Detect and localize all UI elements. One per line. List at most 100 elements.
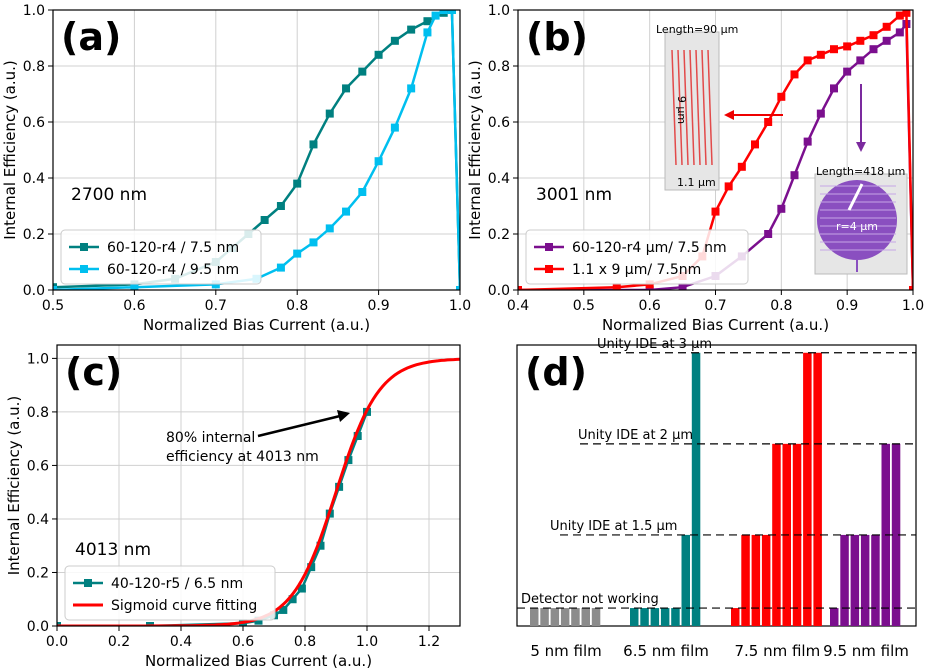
annotation-arrow-head [337,410,350,422]
data-point [777,204,786,213]
y-tick-label: 0.6 [488,115,510,131]
legend-entry: 60-120-r4 µm/ 7.5 nm [572,240,727,256]
reference-label: Detector not working [521,592,659,607]
x-axis-label: Normalized Bias Current (a.u.) [143,316,370,334]
bar [830,608,839,626]
bar [671,608,680,626]
inset-meander: Length=90 µm 9 µm 1.1 µm [656,23,783,191]
meander-wire [695,49,701,166]
legend-box [60,229,262,285]
y-tick-label: 0.6 [23,115,45,131]
data-point [803,137,812,146]
y-tick-label: 0.0 [27,619,49,635]
data-point [751,140,759,149]
data-point [856,36,865,45]
x-tick-label: 0.9 [836,298,858,314]
x-tick-label: 0.6 [639,298,661,314]
axes-frame [516,344,917,627]
bar-group-1 [630,352,701,626]
data-point [830,84,838,93]
data-point [612,283,621,290]
bar [761,534,771,626]
data-point [518,286,522,290]
data-point [130,283,139,290]
group-label: 7.5 nm film [734,642,820,660]
wavelength-label: 2700 nm [71,185,147,205]
data-point [678,283,687,290]
bar [741,534,750,626]
y-axis-label: Internal Efficiency (a.u.) [1,60,19,240]
bar [850,534,860,626]
data-point [790,171,799,180]
bar [650,608,660,626]
y-tick-label: 0.8 [23,59,45,75]
inset-arrow-purple-head [856,142,866,152]
x-tick-label: 0.8 [286,298,308,314]
y-axis-label: Internal Efficiency (a.u.) [5,396,23,576]
meander-wire [707,49,713,166]
legend-entry: 1.1 x 9 µm/ 7.5nm [572,262,701,278]
data-point [374,157,383,166]
x-tick-label: 1.0 [356,634,378,650]
y-tick-label: 0.6 [27,458,49,474]
data-point [764,118,773,126]
bar [772,443,781,626]
bar [591,608,601,626]
legend-swatch-marker [80,243,88,251]
reference-label: Unity IDE at 3 µm [597,337,712,352]
x-tick-label: 1.2 [418,634,440,650]
spiral-radius [847,183,864,211]
y-axis-label: Internal Efficiency (a.u.) [466,60,484,240]
data-point [902,10,911,17]
meander-wire [701,49,707,166]
bar [530,608,539,626]
data-point [309,140,318,149]
x-tick-label: 0.4 [507,298,529,314]
data-point [254,616,263,625]
group-label: 6.5 nm film [623,642,709,660]
x-tick-label: 0.8 [294,634,316,650]
legend: 60-120-r4 µm/ 7.5 nm 1.1 x 9 µm/ 7.5nm [525,229,749,285]
y-tick-label: 0.0 [488,283,510,299]
meander-wire [683,49,689,166]
data-point [737,162,746,171]
data-point [390,36,399,45]
data-point [316,541,325,550]
inset-height-label: 9 µm [675,96,688,124]
arrow-note-line-2: efficiency at 4013 nm [166,449,319,465]
data-point [909,286,913,290]
y-tick-label: 0.8 [27,405,49,421]
data-point [288,595,297,604]
data-point [423,28,432,37]
data-point [790,70,799,79]
axes-frame [52,9,461,291]
inset-length-label: Length=90 µm [656,23,738,36]
legend-swatch-marker [545,243,553,251]
x-tick-label: 0.0 [46,634,68,650]
data-point [816,50,825,59]
data-point [803,56,812,65]
y-tick-label: 1.0 [488,3,510,19]
x-tick-label: 0.6 [123,298,145,314]
wavelength-label: 4013 nm [75,540,151,560]
x-tick-label: 0.8 [770,298,792,314]
data-point [407,84,416,93]
bar [803,352,812,626]
reference-label: Unity IDE at 1.5 µm [550,519,677,534]
bar-group-2 [731,352,822,626]
data-point [895,11,904,20]
data-point [407,25,416,34]
bar [891,443,901,626]
data-point [325,224,334,233]
annotation-arrow [257,414,341,438]
data-point [856,56,865,65]
data-point [325,109,334,118]
legend-swatch-marker [84,579,92,587]
legend-entry: 60-120-r4 / 9.5 nm [107,262,239,278]
legend-swatch-marker [80,265,88,273]
bar [751,534,761,626]
legend-entry: 40-120-r5 / 6.5 nm [111,576,243,592]
data-point [869,31,878,40]
legend-entry: Sigmoid curve fitting [111,598,257,614]
data-point [293,249,302,258]
